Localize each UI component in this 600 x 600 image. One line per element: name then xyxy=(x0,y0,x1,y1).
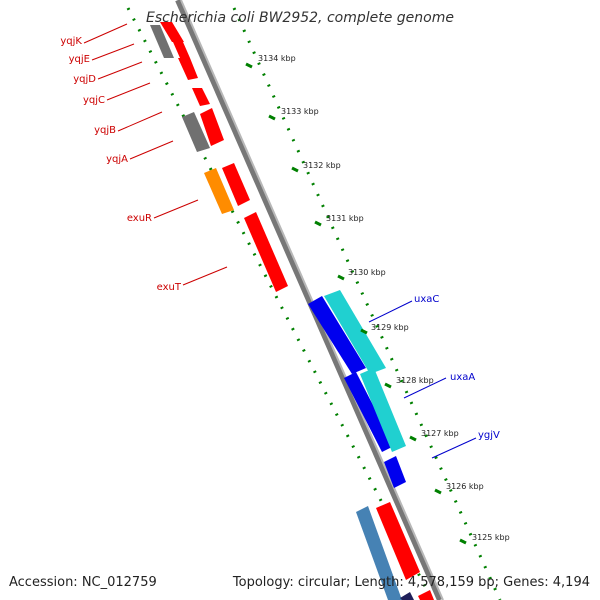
ruler-label: 3134 kbp xyxy=(258,54,296,63)
ruler-label: 3130 kbp xyxy=(348,268,386,277)
ruler-label: 3133 kbp xyxy=(281,107,319,116)
gene-steel-blue[interactable] xyxy=(356,506,402,600)
ruler-label: 3127 kbp xyxy=(421,429,459,438)
gene-label: yqjD xyxy=(73,74,96,85)
gene-yqjb-red[interactable] xyxy=(200,108,224,146)
page-title: Escherichia coli BW2952, complete genome xyxy=(146,10,454,26)
gene-uxaa-cyan[interactable] xyxy=(360,368,406,452)
gene-navy-partial[interactable] xyxy=(400,592,414,600)
gene-yqjb-gray[interactable] xyxy=(182,112,210,152)
gene-yqjk-red[interactable] xyxy=(160,22,184,42)
accession-text: Accession: NC_012759 xyxy=(9,575,157,590)
gene-exur[interactable] xyxy=(204,168,234,214)
gene-yqjk-gray[interactable] xyxy=(150,25,174,58)
gene-ygjv[interactable] xyxy=(384,456,406,488)
inner-dotted-track xyxy=(232,7,502,600)
ruler-label: 3132 kbp xyxy=(303,161,341,170)
gene-yqjc[interactable] xyxy=(192,88,210,106)
gene-uxac-cyan[interactable] xyxy=(324,290,386,374)
gene-label: yqjA xyxy=(106,154,128,165)
gene-label: yqjC xyxy=(83,95,105,106)
gene-label: exuR xyxy=(127,213,152,224)
gene-label: yqjE xyxy=(69,54,90,65)
gene-label: uxaC xyxy=(414,294,439,305)
gene-uxac-blue[interactable] xyxy=(308,296,366,374)
gene-yqja[interactable] xyxy=(222,163,250,206)
gene-label: ygjV xyxy=(478,430,500,441)
ruler-label: 3126 kbp xyxy=(446,482,484,491)
genome-backbone xyxy=(175,0,444,600)
ruler-label: 3129 kbp xyxy=(371,323,409,332)
gene-uxaa-blue[interactable] xyxy=(344,372,394,452)
gene-label: yqjK xyxy=(60,36,82,47)
genome-summary-text: Topology: circular; Length: 4,578,159 bp… xyxy=(232,575,590,590)
ruler-label: 3131 kbp xyxy=(326,214,364,223)
gene-red-lower[interactable] xyxy=(376,502,420,580)
gene-exut[interactable] xyxy=(244,212,288,292)
gene-label: exuT xyxy=(157,282,182,293)
ruler-label: 3128 kbp xyxy=(396,376,434,385)
gene-yqje-red[interactable] xyxy=(173,42,190,58)
ruler-label: 3125 kbp xyxy=(472,533,510,542)
scale-ticks xyxy=(245,62,467,545)
gene-label: yqjB xyxy=(94,125,116,136)
gene-red-partial[interactable] xyxy=(418,590,434,600)
gene-label: uxaA xyxy=(450,372,475,383)
gene-yqjd[interactable] xyxy=(178,58,198,80)
